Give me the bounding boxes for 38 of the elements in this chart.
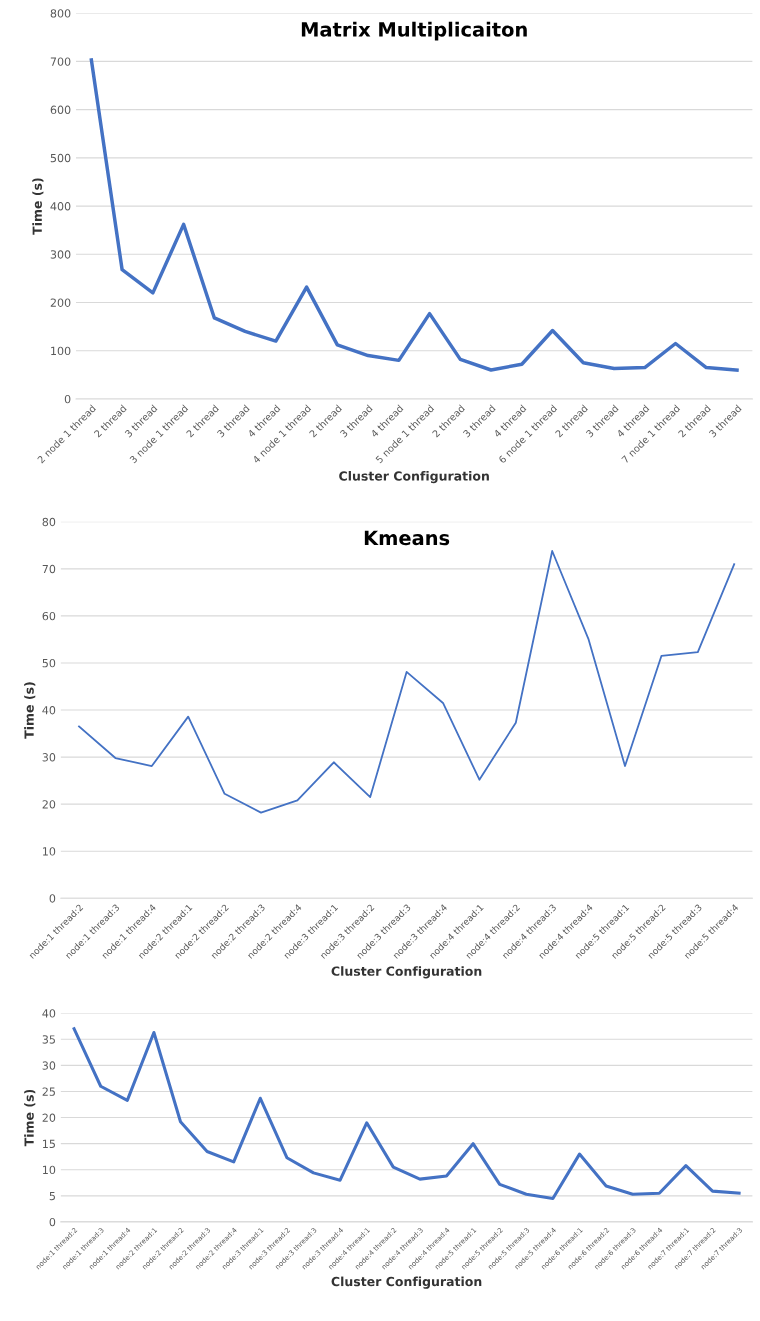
y-tick-label: 300	[50, 250, 71, 259]
chart-title: Kmeans	[364, 530, 450, 546]
y-tick-label: 700	[50, 57, 71, 66]
y-tick-label: 0	[49, 1217, 56, 1227]
y-tick-label: 30	[42, 753, 56, 762]
x-axis-title: Cluster Configuration	[331, 966, 482, 979]
x-axis-title: Cluster Configuration	[339, 471, 489, 484]
line-series	[78, 550, 736, 814]
y-tick-label: 70	[42, 564, 56, 574]
y-tick-label: 0	[64, 394, 71, 404]
y-tick-label: 20	[42, 800, 56, 809]
y-tick-label: 50	[42, 658, 56, 668]
y-tick-label: 10	[43, 1165, 56, 1175]
y-tick-label: 400	[50, 202, 71, 211]
y-tick-label: 20	[42, 1113, 56, 1122]
y-tick-label: 800	[50, 9, 71, 18]
y-axis-title: Time (s)	[24, 682, 36, 739]
y-axis-title: Time (s)	[32, 178, 44, 235]
y-axis-title: Time (s)	[24, 1089, 36, 1147]
y-tick-label: 5	[49, 1191, 55, 1201]
y-tick-label: 600	[50, 105, 71, 115]
y-tick-label: 10	[43, 847, 56, 856]
y-tick-label: 100	[51, 346, 71, 356]
x-axis-title: Cluster Configuration	[331, 1276, 482, 1289]
y-tick-label: 30	[42, 1061, 56, 1070]
y-tick-label: 0	[49, 894, 56, 903]
line-series	[72, 1027, 741, 1200]
y-tick-label: 40	[42, 706, 56, 715]
y-tick-label: 60	[42, 611, 56, 621]
y-tick-label: 80	[42, 517, 56, 527]
line-series	[89, 58, 739, 372]
y-tick-label: 500	[50, 153, 71, 163]
y-tick-label: 40	[42, 1009, 56, 1018]
y-tick-label: 25	[42, 1087, 55, 1096]
y-tick-label: 35	[42, 1035, 55, 1044]
chart-title: Matrix Multiplicaiton	[301, 21, 527, 41]
y-tick-label: 200	[50, 298, 71, 307]
y-tick-label: 15	[43, 1139, 55, 1149]
